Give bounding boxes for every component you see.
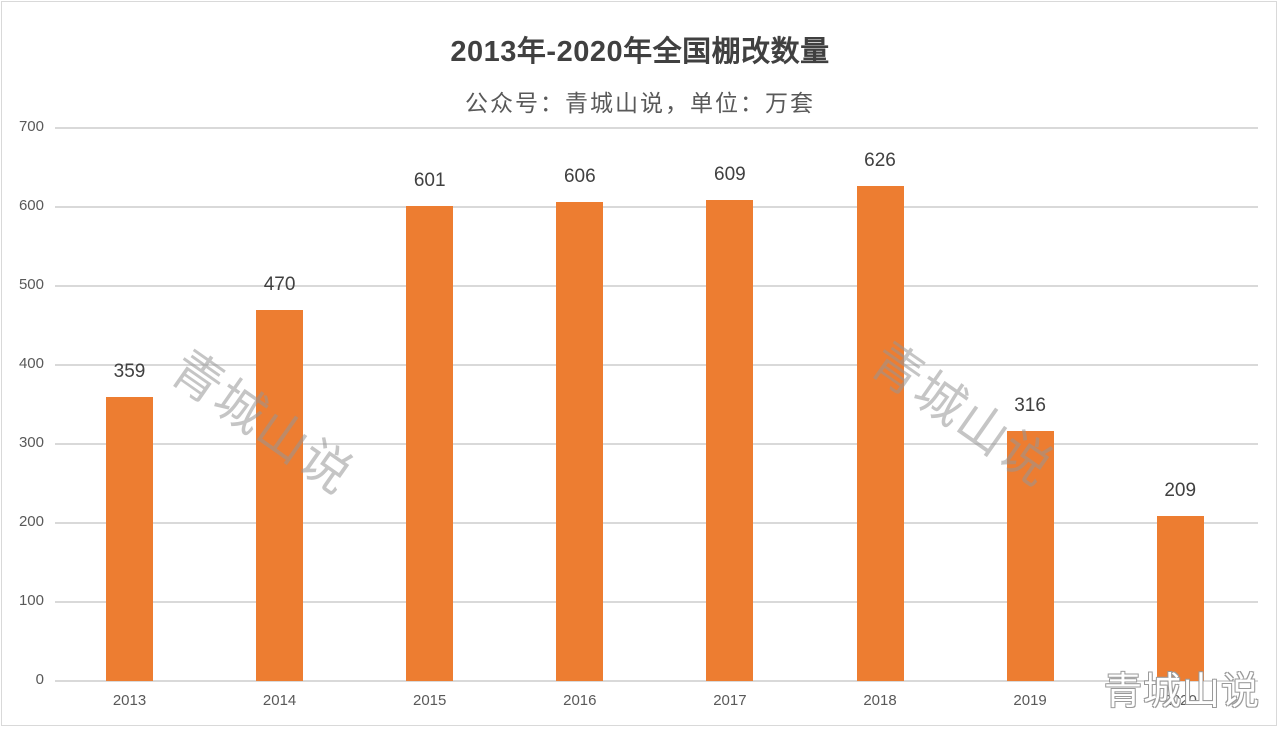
bar-2018[interactable] xyxy=(856,186,904,681)
data-label: 626 xyxy=(864,150,896,172)
data-label: 470 xyxy=(263,273,296,295)
y-tick-label: 400 xyxy=(18,355,44,372)
chart-subtitle: 公众号：青城山说，单位：万套 xyxy=(465,91,815,117)
gridline xyxy=(55,601,1258,603)
y-tick-label: 500 xyxy=(18,276,44,293)
bar-2019[interactable] xyxy=(1006,431,1054,681)
gridline xyxy=(55,206,1258,208)
data-label: 609 xyxy=(714,163,746,185)
chart-title: 2013年-2020年全国棚改数量 xyxy=(450,36,830,68)
gridline xyxy=(55,522,1258,524)
bar-2016[interactable] xyxy=(556,202,604,681)
gridline xyxy=(55,364,1258,366)
bar-2015[interactable] xyxy=(406,206,454,681)
bar-2017[interactable] xyxy=(706,199,754,681)
bar-2020[interactable] xyxy=(1156,515,1204,681)
y-tick-label: 0 xyxy=(35,671,44,688)
bar-2014[interactable] xyxy=(256,309,304,681)
data-label: 316 xyxy=(1014,395,1046,417)
x-tick-label: 2015 xyxy=(413,692,447,709)
gridline xyxy=(55,680,1258,682)
gridline xyxy=(55,127,1258,129)
x-tick-label: 2013 xyxy=(112,692,147,709)
x-tick-label: 2016 xyxy=(563,692,597,709)
bar-2013[interactable] xyxy=(106,397,153,681)
data-label: 601 xyxy=(413,170,446,192)
y-tick-label: 300 xyxy=(18,434,44,451)
x-tick-label: 2020 xyxy=(1163,692,1197,709)
y-tick-label: 600 xyxy=(18,197,44,214)
x-tick-label: 2017 xyxy=(713,692,747,709)
x-tick-label: 2018 xyxy=(863,692,897,709)
y-tick-label: 100 xyxy=(18,592,44,609)
gridline xyxy=(55,285,1258,287)
data-label: 209 xyxy=(1164,479,1197,501)
x-tick-label: 2014 xyxy=(262,692,297,709)
x-tick-label: 2019 xyxy=(1013,692,1047,709)
data-label: 606 xyxy=(563,166,596,188)
watermark-corner: 青城山说 xyxy=(1103,671,1260,713)
y-tick-label: 200 xyxy=(18,513,44,530)
data-label: 359 xyxy=(113,361,146,383)
gridline xyxy=(55,443,1258,445)
y-tick-label: 700 xyxy=(18,118,44,135)
